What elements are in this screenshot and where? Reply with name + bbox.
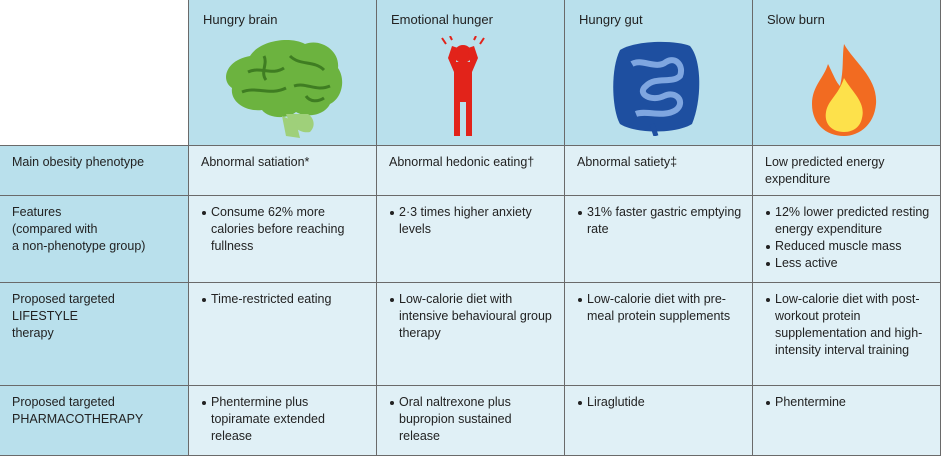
bullet-list: Consume 62% more calories before reachin… bbox=[201, 204, 366, 255]
row-label: Features (compared with a non-phenotype gr… bbox=[0, 196, 189, 283]
table-cell: Low-calorie diet with intensive behaviou… bbox=[377, 283, 565, 386]
bullet-item: 31% faster gastric emptying rate bbox=[578, 205, 742, 236]
bullet-item: Time-restricted eating bbox=[202, 291, 366, 308]
header-cell: Hungry brain bbox=[189, 0, 377, 146]
row-label-line: a non-phenotype group) bbox=[12, 239, 146, 253]
cell-text: Abnormal hedonic eating† bbox=[389, 155, 535, 169]
bullet-item: Reduced muscle mass bbox=[766, 238, 930, 255]
bullet-item: Less active bbox=[766, 255, 930, 272]
bullet-list: 12% lower predicted resting energy expen… bbox=[765, 204, 930, 272]
cell-text: Abnormal satiation* bbox=[201, 155, 310, 169]
bullet-list: Time-restricted eating bbox=[201, 291, 366, 308]
bullet-list: Low-calorie diet with intensive behaviou… bbox=[389, 291, 554, 342]
row-label-line: therapy bbox=[12, 326, 54, 340]
column-title: Hungry brain bbox=[203, 12, 278, 27]
row-label-line: Proposed targeted LIFESTYLE bbox=[12, 292, 115, 323]
table-cell: Oral naltrexone plus bupropion sustained… bbox=[377, 386, 565, 456]
table-cell: 12% lower predicted resting energy expen… bbox=[753, 196, 941, 283]
bullet-list: Low-calorie diet with pre-meal protein s… bbox=[577, 291, 742, 325]
table-cell: Abnormal satiety‡ bbox=[565, 146, 753, 196]
table-cell: Abnormal satiation* bbox=[189, 146, 377, 196]
row-label: Proposed targeted LIFESTYLE therapy bbox=[0, 283, 189, 386]
bullet-list: Oral naltrexone plus bupropion sustained… bbox=[389, 394, 554, 445]
bullet-item: 12% lower predicted resting energy expen… bbox=[766, 205, 930, 236]
bullet-list: Liraglutide bbox=[577, 394, 742, 411]
cell-text: Abnormal satiety‡ bbox=[577, 155, 678, 169]
flame-icon bbox=[812, 44, 877, 136]
corner-cell bbox=[0, 0, 189, 146]
table-cell: Abnormal hedonic eating† bbox=[377, 146, 565, 196]
row-label: Main obesity phenotype bbox=[0, 146, 189, 196]
bullet-item: Consume 62% more calories before reachin… bbox=[202, 204, 366, 255]
column-title: Hungry gut bbox=[579, 12, 643, 27]
bullet-list: Phentermine plus topiramate extended rel… bbox=[201, 394, 366, 445]
table-cell: Low-calorie diet with post-workout prote… bbox=[753, 283, 941, 386]
bullet-list: Phentermine bbox=[765, 394, 930, 411]
bullet-item: 2·3 times higher anxiety levels bbox=[390, 204, 554, 238]
bullet-list: 2·3 times higher anxiety levels bbox=[389, 204, 554, 238]
bullet-list: 31% faster gastric emptying rate bbox=[577, 204, 742, 238]
table-cell: 2·3 times higher anxiety levels bbox=[377, 196, 565, 283]
table-cell: Low-calorie diet with pre-meal protein s… bbox=[565, 283, 753, 386]
gut-icon bbox=[613, 41, 700, 136]
table-cell: Phentermine plus topiramate extended rel… bbox=[189, 386, 377, 456]
table-cell: Liraglutide bbox=[565, 386, 753, 456]
bullet-item: Low-calorie diet with pre-meal protein s… bbox=[578, 291, 742, 325]
row-label-line: Proposed targeted bbox=[12, 395, 115, 409]
column-title: Slow burn bbox=[767, 12, 825, 27]
person-icon bbox=[441, 36, 485, 136]
row-label-line: PHARMACOTHERAPY bbox=[12, 412, 144, 426]
row-label: Proposed targeted PHARMACOTHERAPY bbox=[0, 386, 189, 456]
table-cell: Time-restricted eating bbox=[189, 283, 377, 386]
bullet-item: Phentermine bbox=[766, 394, 930, 411]
column-title: Emotional hunger bbox=[391, 12, 493, 27]
bullet-item: Low-calorie diet with intensive behaviou… bbox=[390, 291, 554, 342]
brain-icon bbox=[226, 40, 343, 138]
bullet-list: Low-calorie diet with post-workout prote… bbox=[765, 291, 930, 359]
table-cell: Consume 62% more calories before reachin… bbox=[189, 196, 377, 283]
row-label-line: Main obesity phenotype bbox=[12, 155, 145, 169]
cell-text: Low predicted energy expenditure bbox=[765, 155, 885, 186]
bullet-item: Phentermine plus topiramate extended rel… bbox=[202, 394, 366, 445]
table-cell: Low predicted energy expenditure bbox=[753, 146, 941, 196]
bullet-item: Low-calorie diet with post-workout prote… bbox=[766, 291, 930, 359]
bullet-item: Liraglutide bbox=[578, 394, 742, 411]
row-label-line: Features bbox=[12, 205, 62, 219]
table-cell: 31% faster gastric emptying rate bbox=[565, 196, 753, 283]
table-cell: Phentermine bbox=[753, 386, 941, 456]
row-label-line: (compared with bbox=[12, 222, 98, 236]
bullet-item: Oral naltrexone plus bupropion sustained… bbox=[390, 394, 554, 445]
